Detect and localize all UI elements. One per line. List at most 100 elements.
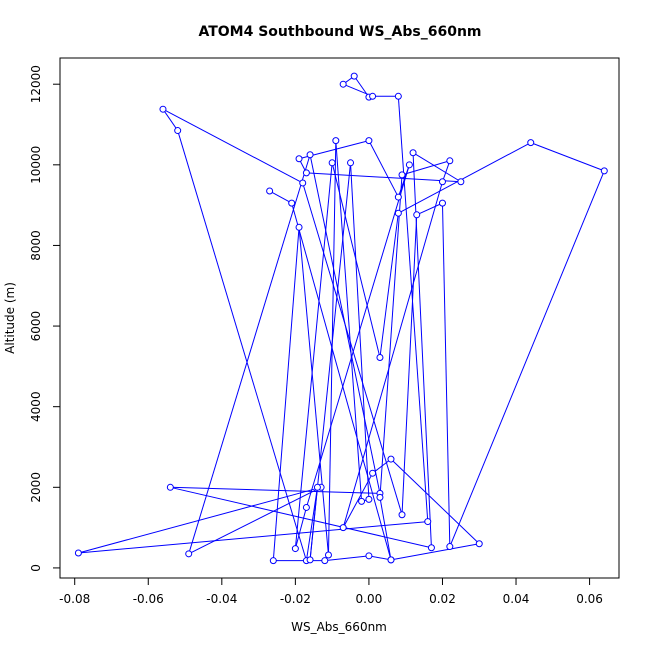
- data-point: [328, 159, 336, 167]
- y-axis-label: Altitude (m): [3, 282, 17, 354]
- data-point: [365, 137, 373, 145]
- series-segment: [412, 152, 462, 183]
- x-axis: -0.08 -0.06 -0.04 -0.02 0.00 0.02 0.04 0.06: [59, 577, 603, 606]
- series-segment: [306, 172, 461, 183]
- data-point: [600, 167, 608, 175]
- series-segment: [309, 162, 352, 560]
- data-point: [438, 178, 446, 186]
- data-point: [269, 557, 277, 565]
- data-point: [299, 179, 307, 187]
- data-point: [295, 155, 303, 163]
- data-point: [324, 551, 332, 559]
- data-point: [291, 545, 299, 553]
- series-segment: [379, 174, 403, 498]
- series-segment: [324, 555, 369, 562]
- data-point: [159, 105, 167, 113]
- data-point: [527, 139, 535, 147]
- series-segment: [269, 190, 292, 204]
- x-tick-label: 0.00: [356, 592, 383, 606]
- data-point: [321, 557, 329, 565]
- data-point: [185, 550, 193, 558]
- data-point: [457, 178, 465, 186]
- data-point: [394, 209, 402, 217]
- data-point: [409, 149, 417, 157]
- data-point: [424, 518, 432, 526]
- x-tick-label: 0.04: [503, 592, 530, 606]
- data-point: [288, 199, 296, 207]
- data-point: [438, 199, 446, 207]
- series-segment: [342, 472, 374, 528]
- x-tick-label: -0.04: [206, 592, 237, 606]
- series-segment: [342, 181, 443, 528]
- series-segment: [379, 213, 399, 358]
- series-segment: [162, 108, 303, 184]
- series-points: [74, 72, 608, 565]
- data-point: [332, 137, 340, 145]
- series-segment: [401, 160, 450, 176]
- data-point: [369, 92, 377, 100]
- series-segment: [294, 162, 333, 549]
- data-point: [302, 503, 310, 511]
- series-segment: [390, 458, 480, 545]
- series-segment: [398, 142, 531, 214]
- data-point: [266, 187, 274, 195]
- data-point: [446, 543, 454, 551]
- data-point: [365, 552, 373, 560]
- series-segment: [416, 202, 443, 216]
- series-segment: [170, 486, 432, 549]
- series-segment: [390, 543, 480, 561]
- data-point: [74, 549, 82, 557]
- series-segment: [441, 203, 451, 547]
- series-segment: [368, 555, 392, 561]
- data-point: [295, 223, 303, 231]
- series-segment: [335, 140, 363, 502]
- data-point: [313, 483, 321, 491]
- data-point: [427, 544, 435, 552]
- data-point: [174, 127, 182, 135]
- series-segment: [177, 130, 307, 561]
- series-segment: [305, 487, 318, 561]
- data-point: [376, 493, 384, 501]
- series-segment: [401, 214, 418, 515]
- data-point: [405, 161, 413, 169]
- data-point: [413, 211, 421, 219]
- series-segment: [188, 154, 311, 554]
- series-segment: [442, 160, 451, 182]
- x-tick-label: -0.06: [133, 592, 164, 606]
- data-point: [347, 159, 355, 167]
- data-point: [339, 80, 347, 88]
- data-point: [302, 169, 310, 177]
- series-segment: [298, 227, 329, 556]
- series-segment: [368, 140, 399, 198]
- y-tick-label: 2000: [29, 472, 43, 503]
- data-point: [369, 469, 377, 477]
- data-point: [166, 483, 174, 491]
- series-segment: [397, 96, 429, 522]
- y-tick-label: 12000: [29, 65, 43, 103]
- y-tick-label: 6000: [29, 311, 43, 342]
- y-tick-label: 0: [29, 564, 43, 572]
- series-segment: [449, 170, 605, 547]
- series-segment: [379, 497, 392, 560]
- data-point: [394, 193, 402, 201]
- data-point: [358, 497, 366, 505]
- series-segment: [302, 182, 403, 515]
- x-tick-label: -0.08: [59, 592, 90, 606]
- data-point: [306, 556, 314, 564]
- series-segment: [530, 142, 605, 172]
- series-segment: [170, 486, 380, 494]
- data-point: [398, 171, 406, 179]
- y-tick-label: 8000: [29, 230, 43, 261]
- x-tick-label: -0.02: [280, 592, 311, 606]
- data-point: [376, 354, 384, 362]
- series-segment: [350, 162, 370, 500]
- data-point: [394, 92, 402, 100]
- data-point: [306, 151, 314, 159]
- series-segment: [294, 507, 307, 549]
- plot-frame: [59, 57, 620, 579]
- series-segment: [78, 521, 428, 554]
- series-segment: [272, 227, 300, 561]
- data-point: [365, 495, 373, 503]
- chart-title: ATOM4 Southbound WS_Abs_660nm: [198, 24, 481, 40]
- data-point: [398, 511, 406, 519]
